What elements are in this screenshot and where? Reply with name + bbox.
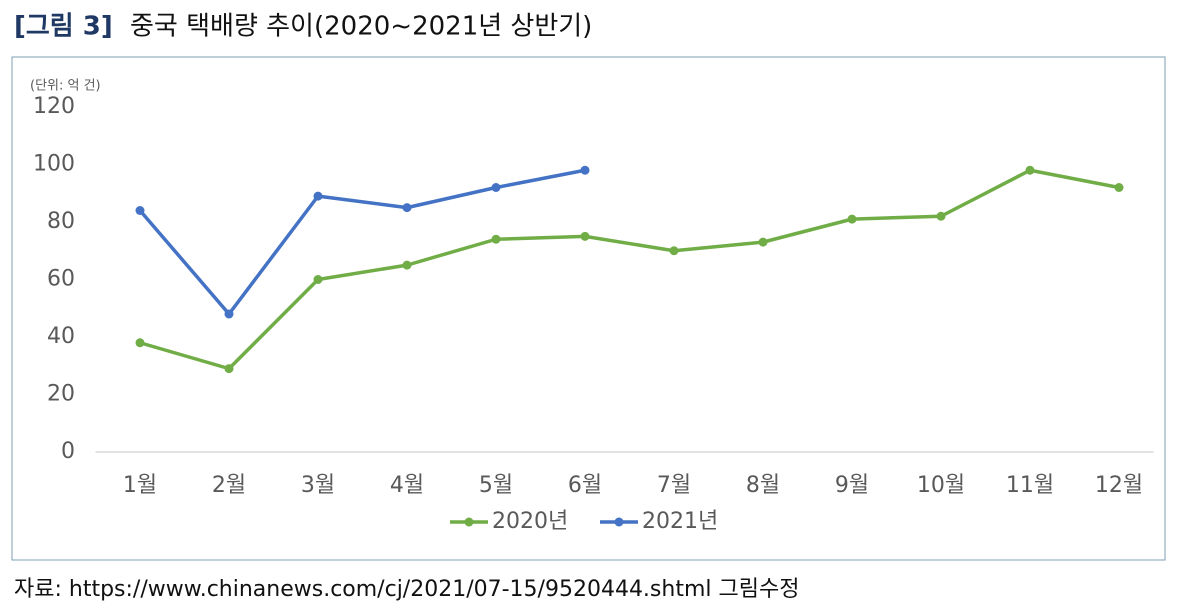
- figure-label: [그림 3]: [14, 12, 113, 42]
- point-marker: [402, 260, 412, 270]
- y-tick-label: 0: [61, 439, 75, 464]
- point-marker: [313, 191, 323, 201]
- point-marker: [491, 234, 501, 244]
- point-marker: [936, 211, 946, 221]
- legend-label: 2021년: [642, 509, 718, 534]
- y-tick-label: 60: [47, 267, 75, 292]
- series-line: [139, 168, 1120, 371]
- source: 자료: https://www.chinanews.com/cj/2021/07…: [14, 577, 799, 602]
- unit-label: (단위: 억 건): [30, 79, 101, 94]
- point-marker: [313, 275, 323, 284]
- point-marker: [224, 364, 234, 374]
- point-marker: [580, 165, 590, 175]
- point-marker: [1025, 165, 1035, 175]
- point-marker: [758, 237, 768, 247]
- chart-frame: [11, 56, 1166, 561]
- point-marker: [669, 246, 679, 256]
- y-tick-label: 100: [33, 152, 75, 177]
- x-tick-label: 4월: [390, 473, 424, 498]
- x-tick-label: 2월: [212, 473, 246, 498]
- point-marker: [491, 183, 501, 192]
- series-line: [138, 168, 586, 316]
- legend-marker: [464, 517, 474, 527]
- point-marker: [580, 231, 590, 241]
- x-tick-label: 1월: [123, 473, 157, 498]
- x-tick-label: 8월: [746, 473, 780, 498]
- point-marker: [224, 309, 234, 319]
- point-marker: [135, 338, 145, 348]
- x-tick-label: 3월: [301, 473, 335, 498]
- point-marker: [1114, 183, 1124, 192]
- legend-label: 2020년: [492, 509, 568, 534]
- x-tick-label: 7월: [657, 473, 691, 498]
- x-tick-label: 9월: [835, 473, 869, 498]
- y-tick-label: 120: [33, 94, 75, 119]
- y-tick-label: 20: [47, 382, 75, 407]
- point-marker: [135, 206, 145, 215]
- y-tick-label: 40: [47, 324, 75, 349]
- y-tick-label: 80: [47, 209, 75, 234]
- point-marker: [847, 214, 857, 224]
- legend-marker: [614, 517, 624, 527]
- x-tick-label: 10월: [917, 473, 965, 498]
- x-tick-label: 11월: [1006, 473, 1054, 498]
- x-tick-label: 12월: [1095, 473, 1143, 498]
- x-tick-label: 5월: [479, 473, 513, 498]
- x-tick-label: 6월: [568, 473, 602, 498]
- point-marker: [402, 203, 412, 213]
- figure-title: 중국 택배량 추이(2020~2021년 상반기): [130, 12, 592, 42]
